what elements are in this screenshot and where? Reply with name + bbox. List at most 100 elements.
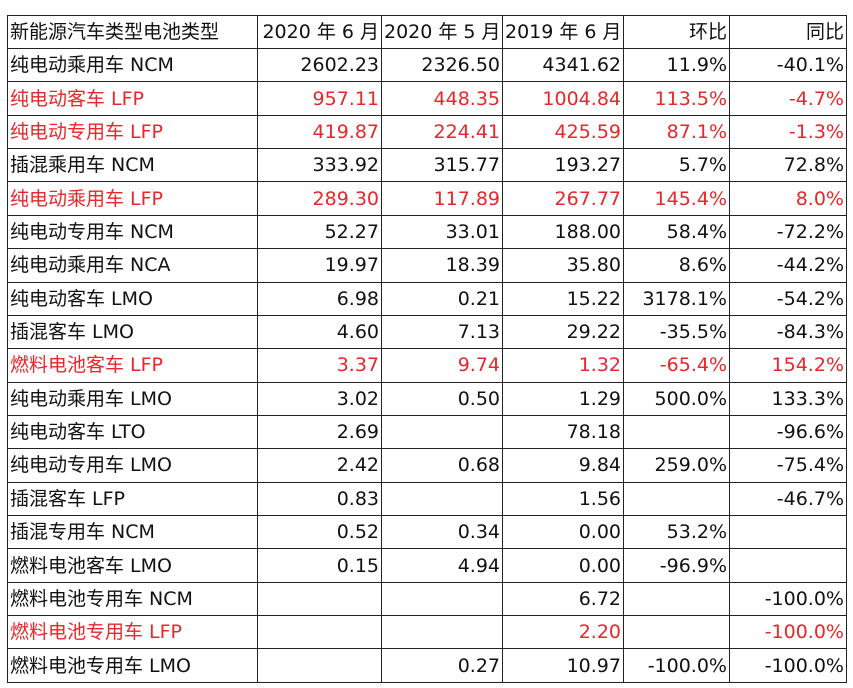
cell-may-2020: 448.35 bbox=[381, 81, 503, 116]
cell-may-2020: 2326.50 bbox=[381, 47, 503, 83]
cell-mom: 259.0% bbox=[623, 448, 730, 483]
table-row: 纯电动乘用车 LFP 289.30 117.89 267.77 145.4% 8… bbox=[7, 181, 847, 216]
cell-jun-2020: 3.37 bbox=[257, 348, 382, 383]
cell-jun-2020: 6.98 bbox=[257, 281, 382, 316]
header-may-2020: 2020 年 5 月 bbox=[381, 15, 503, 49]
cell-mom bbox=[623, 615, 730, 650]
cell-vehicle-battery-type: 纯电动乘用车 LMO bbox=[7, 381, 258, 416]
table-row: 燃料电池客车 LMO 0.15 4.94 0.00 -96.9% bbox=[7, 548, 847, 583]
cell-mom: 8.6% bbox=[623, 248, 730, 283]
cell-jun-2020: 52.27 bbox=[257, 214, 382, 250]
cell-mom: 87.1% bbox=[623, 114, 730, 150]
cell-vehicle-battery-type: 纯电动乘用车 NCM bbox=[7, 47, 258, 83]
cell-jun-2020 bbox=[257, 581, 382, 617]
cell-jun-2020: 0.15 bbox=[257, 548, 382, 583]
cell-vehicle-battery-type: 纯电动客车 LMO bbox=[7, 281, 258, 316]
cell-vehicle-battery-type: 插混乘用车 NCM bbox=[7, 148, 258, 183]
table-row: 燃料电池专用车 LMO 0.27 10.97 -100.0% -100.0% bbox=[7, 648, 847, 683]
cell-jun-2019: 78.18 bbox=[502, 414, 624, 450]
cell-mom: 5.7% bbox=[623, 148, 730, 183]
cell-yoy: -96.6% bbox=[729, 414, 847, 450]
cell-yoy: 133.3% bbox=[729, 381, 847, 416]
cell-vehicle-battery-type: 纯电动专用车 LMO bbox=[7, 448, 258, 483]
cell-yoy: -84.3% bbox=[729, 314, 847, 350]
cell-yoy: 154.2% bbox=[729, 348, 847, 383]
cell-may-2020 bbox=[381, 414, 503, 450]
cell-vehicle-battery-type: 燃料电池专用车 LMO bbox=[7, 648, 258, 683]
cell-may-2020: 9.74 bbox=[381, 348, 503, 383]
cell-yoy: -72.2% bbox=[729, 214, 847, 250]
header-mom: 环比 bbox=[623, 15, 730, 49]
header-row: 新能源汽车类型电池类型 2020 年 6 月 2020 年 5 月 2019 年… bbox=[7, 15, 847, 49]
header-yoy: 同比 bbox=[729, 15, 847, 49]
battery-installation-table: 新能源汽车类型电池类型 2020 年 6 月 2020 年 5 月 2019 年… bbox=[7, 15, 847, 683]
cell-jun-2020: 0.52 bbox=[257, 515, 382, 550]
cell-jun-2019: 10.97 bbox=[502, 648, 624, 683]
cell-jun-2020: 3.02 bbox=[257, 381, 382, 416]
cell-mom bbox=[623, 481, 730, 517]
table-row: 插混乘用车 NCM 333.92 315.77 193.27 5.7% 72.8… bbox=[7, 148, 847, 183]
cell-jun-2019: 425.59 bbox=[502, 114, 624, 150]
cell-jun-2019: 1004.84 bbox=[502, 81, 624, 116]
cell-jun-2020: 2.42 bbox=[257, 448, 382, 483]
cell-mom: -35.5% bbox=[623, 314, 730, 350]
cell-jun-2019: 0.00 bbox=[502, 515, 624, 550]
cell-mom: 11.9% bbox=[623, 47, 730, 83]
cell-jun-2020: 4.60 bbox=[257, 314, 382, 350]
cell-vehicle-battery-type: 纯电动乘用车 LFP bbox=[7, 181, 258, 216]
cell-jun-2019: 29.22 bbox=[502, 314, 624, 350]
cell-yoy: -100.0% bbox=[729, 648, 847, 683]
cell-vehicle-battery-type: 纯电动专用车 LFP bbox=[7, 114, 258, 150]
cell-mom: -65.4% bbox=[623, 348, 730, 383]
cell-may-2020: 224.41 bbox=[381, 114, 503, 150]
cell-may-2020: 0.50 bbox=[381, 381, 503, 416]
cell-may-2020: 0.68 bbox=[381, 448, 503, 483]
table-row: 纯电动乘用车 NCA 19.97 18.39 35.80 8.6% -44.2% bbox=[7, 248, 847, 283]
header-jun-2019: 2019 年 6 月 bbox=[502, 15, 624, 49]
cell-yoy: -75.4% bbox=[729, 448, 847, 483]
cell-yoy: 72.8% bbox=[729, 148, 847, 183]
table-row: 纯电动专用车 NCM 52.27 33.01 188.00 58.4% -72.… bbox=[7, 214, 847, 250]
cell-may-2020: 0.21 bbox=[381, 281, 503, 316]
cell-mom: 113.5% bbox=[623, 81, 730, 116]
cell-yoy: -4.7% bbox=[729, 81, 847, 116]
cell-vehicle-battery-type: 插混客车 LMO bbox=[7, 314, 258, 350]
cell-vehicle-battery-type: 燃料电池专用车 LFP bbox=[7, 615, 258, 650]
table-row: 纯电动客车 LMO 6.98 0.21 15.22 3178.1% -54.2% bbox=[7, 281, 847, 316]
cell-mom bbox=[623, 581, 730, 617]
cell-jun-2020: 333.92 bbox=[257, 148, 382, 183]
cell-yoy: -44.2% bbox=[729, 248, 847, 283]
table-row: 纯电动乘用车 LMO 3.02 0.50 1.29 500.0% 133.3% bbox=[7, 381, 847, 416]
cell-jun-2020: 957.11 bbox=[257, 81, 382, 116]
cell-yoy: -1.3% bbox=[729, 114, 847, 150]
cell-jun-2020: 289.30 bbox=[257, 181, 382, 216]
cell-mom: 500.0% bbox=[623, 381, 730, 416]
cell-jun-2019: 188.00 bbox=[502, 214, 624, 250]
cell-jun-2020: 419.87 bbox=[257, 114, 382, 150]
cell-jun-2019: 1.56 bbox=[502, 481, 624, 517]
cell-jun-2019: 9.84 bbox=[502, 448, 624, 483]
table-row: 插混专用车 NCM 0.52 0.34 0.00 53.2% bbox=[7, 515, 847, 550]
cell-may-2020: 18.39 bbox=[381, 248, 503, 283]
cell-mom: 53.2% bbox=[623, 515, 730, 550]
cell-jun-2019: 1.32 bbox=[502, 348, 624, 383]
battery-data-sheet: 新能源汽车类型电池类型 2020 年 6 月 2020 年 5 月 2019 年… bbox=[7, 15, 847, 683]
table-row: 纯电动客车 LTO 2.69 78.18 -96.6% bbox=[7, 414, 847, 450]
cell-jun-2020 bbox=[257, 648, 382, 683]
cell-jun-2020: 2602.23 bbox=[257, 47, 382, 83]
cell-yoy: -100.0% bbox=[729, 581, 847, 617]
cell-jun-2019: 1.29 bbox=[502, 381, 624, 416]
cell-yoy: 8.0% bbox=[729, 181, 847, 216]
cell-may-2020: 315.77 bbox=[381, 148, 503, 183]
cell-jun-2019: 6.72 bbox=[502, 581, 624, 617]
cell-yoy bbox=[729, 515, 847, 550]
cell-jun-2019: 193.27 bbox=[502, 148, 624, 183]
cell-jun-2019: 35.80 bbox=[502, 248, 624, 283]
table-row: 纯电动乘用车 NCM 2602.23 2326.50 4341.62 11.9%… bbox=[7, 47, 847, 83]
cell-mom bbox=[623, 414, 730, 450]
cell-mom: 3178.1% bbox=[623, 281, 730, 316]
cell-vehicle-battery-type: 纯电动客车 LTO bbox=[7, 414, 258, 450]
table-row: 插混客车 LMO 4.60 7.13 29.22 -35.5% -84.3% bbox=[7, 314, 847, 350]
table-row: 燃料电池专用车 LFP 2.20 -100.0% bbox=[7, 615, 847, 650]
cell-may-2020: 0.34 bbox=[381, 515, 503, 550]
